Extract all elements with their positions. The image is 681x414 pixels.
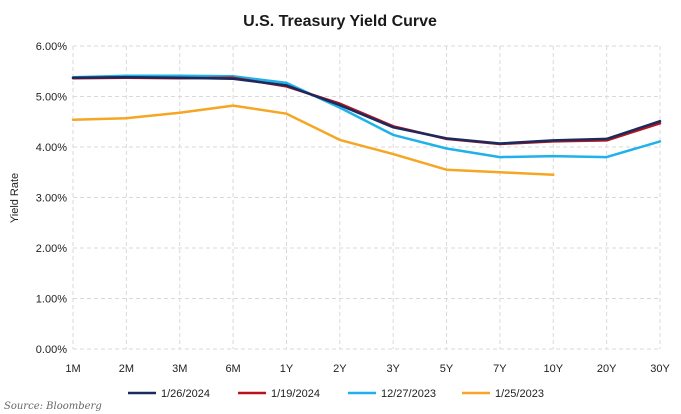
source-note: Source: Bloomberg: [4, 401, 102, 412]
y-tick-label: 5.00%: [36, 92, 67, 104]
legend-label: 1/26/2024: [161, 388, 210, 400]
series-line: [71, 76, 662, 146]
x-tick-label: 2Y: [333, 363, 347, 375]
y-tick-label: 1.00%: [36, 294, 67, 306]
y-axis-label: Yield Rate: [9, 173, 21, 223]
legend-label: 1/19/2024: [271, 388, 320, 400]
y-tick-label: 2.00%: [36, 243, 67, 255]
series-line: [71, 104, 555, 177]
legend-label: 1/25/2023: [495, 388, 544, 400]
x-axis-ticks: 1M 2M 3M 6M 1Y 2Y 3Y 5Y 7Y 10Y 20Y 30Y: [65, 363, 670, 375]
y-tick-label: 4.00%: [36, 142, 67, 154]
x-tick-label: 20Y: [597, 363, 617, 375]
x-tick-label: 3Y: [386, 363, 400, 375]
legend: 1/26/2024 1/19/2024 12/27/2023 1/25/2023: [128, 388, 544, 400]
series-lines: [71, 74, 662, 177]
x-tick-label: 1Y: [280, 363, 294, 375]
y-axis-ticks: 0.00% 1.00% 2.00% 3.00% 4.00% 5.00% 6.00%: [36, 41, 67, 356]
y-tick-label: 0.00%: [36, 344, 67, 356]
y-tick-label: 6.00%: [36, 41, 67, 53]
x-tick-label: 2M: [119, 363, 134, 375]
legend-label: 12/27/2023: [381, 388, 436, 400]
series-line: [71, 76, 662, 145]
x-tick-label: 5Y: [440, 363, 454, 375]
x-tick-label: 1M: [65, 363, 80, 375]
x-tick-label: 3M: [172, 363, 187, 375]
x-tick-label: 10Y: [543, 363, 563, 375]
chart-title: U.S. Treasury Yield Curve: [243, 13, 437, 30]
gridlines: [72, 45, 661, 350]
x-tick-label: 30Y: [650, 363, 670, 375]
series-line: [71, 74, 662, 159]
x-tick-label: 7Y: [493, 363, 507, 375]
y-tick-label: 3.00%: [36, 193, 67, 205]
x-tick-label: 6M: [225, 363, 240, 375]
